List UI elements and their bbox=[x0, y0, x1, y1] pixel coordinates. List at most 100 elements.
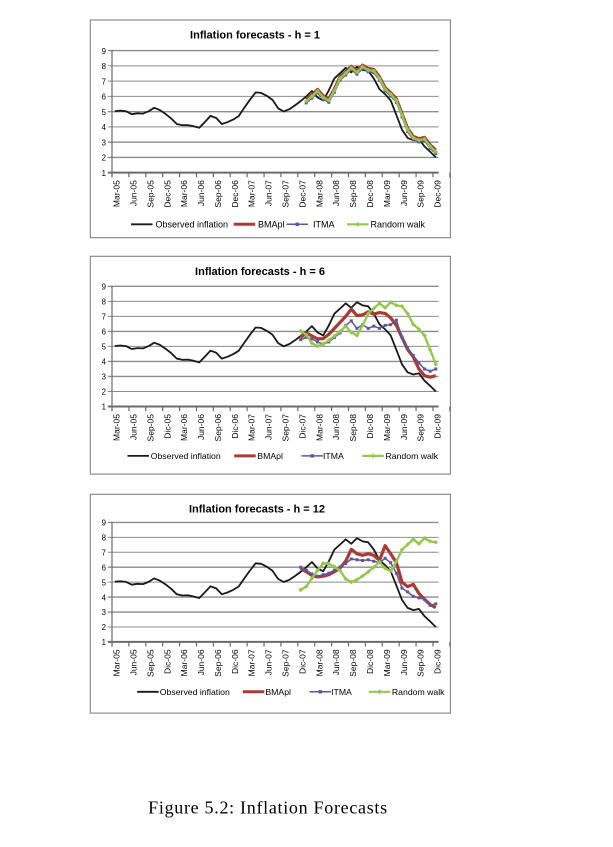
svg-text:Mar-09: Mar-09 bbox=[382, 180, 392, 207]
svg-text:Mar-06: Mar-06 bbox=[179, 414, 189, 441]
svg-text:Inflation forecasts - h = 12: Inflation forecasts - h = 12 bbox=[189, 504, 325, 516]
svg-text:2: 2 bbox=[102, 623, 106, 632]
svg-text:Dic-09: Dic-09 bbox=[433, 414, 443, 439]
svg-text:Observed inflation: Observed inflation bbox=[151, 451, 221, 461]
svg-text:Jun-09: Jun-09 bbox=[399, 649, 409, 675]
svg-text:BMApl: BMApl bbox=[257, 451, 283, 461]
svg-text:9: 9 bbox=[102, 47, 106, 56]
svg-text:Jun-06: Jun-06 bbox=[196, 180, 206, 206]
svg-text:Dic-08: Dic-08 bbox=[365, 649, 375, 674]
svg-text:Sep-08: Sep-08 bbox=[348, 180, 358, 208]
svg-text:Mar-06: Mar-06 bbox=[179, 649, 189, 676]
svg-text:Sep-08: Sep-08 bbox=[348, 649, 358, 677]
svg-text:Inflation forecasts - h = 1: Inflation forecasts - h = 1 bbox=[190, 30, 320, 42]
svg-text:Mar-05: Mar-05 bbox=[112, 649, 122, 676]
svg-text:2: 2 bbox=[102, 388, 106, 397]
svg-text:Jun-08: Jun-08 bbox=[331, 414, 341, 440]
svg-text:Inflation forecasts - h = 6: Inflation forecasts - h = 6 bbox=[195, 266, 325, 278]
svg-text:Dec-07: Dec-07 bbox=[297, 180, 307, 208]
svg-text:Figure 5.2: Inflation Forecast: Figure 5.2: Inflation Forecasts bbox=[148, 798, 388, 818]
svg-text:Mar-07: Mar-07 bbox=[247, 180, 257, 207]
svg-text:Mar-08: Mar-08 bbox=[314, 180, 324, 207]
svg-text:4: 4 bbox=[102, 123, 107, 132]
svg-text:8: 8 bbox=[102, 62, 106, 71]
svg-text:Jun-07: Jun-07 bbox=[264, 180, 274, 206]
svg-text:Mar-08: Mar-08 bbox=[314, 414, 324, 441]
svg-text:7: 7 bbox=[102, 548, 106, 557]
svg-text:Sep-05: Sep-05 bbox=[145, 649, 155, 677]
svg-text:Jun-05: Jun-05 bbox=[128, 649, 138, 675]
svg-text:Dic-06: Dic-06 bbox=[230, 414, 240, 439]
svg-text:Observed inflation: Observed inflation bbox=[160, 687, 230, 697]
svg-text:6: 6 bbox=[102, 328, 106, 337]
svg-text:ITMA: ITMA bbox=[313, 220, 335, 230]
svg-text:Sep-07: Sep-07 bbox=[281, 414, 291, 442]
svg-text:Jun-09: Jun-09 bbox=[399, 414, 409, 440]
svg-text:Sep-07: Sep-07 bbox=[281, 649, 291, 677]
svg-text:BMApl: BMApl bbox=[265, 687, 291, 697]
svg-text:BMApl: BMApl bbox=[258, 220, 285, 230]
svg-text:8: 8 bbox=[102, 298, 106, 307]
svg-text:Mar-09: Mar-09 bbox=[382, 649, 392, 676]
svg-text:4: 4 bbox=[102, 358, 107, 367]
svg-text:Mar-05: Mar-05 bbox=[112, 180, 122, 207]
svg-text:3: 3 bbox=[102, 373, 106, 382]
svg-text:Dic-06: Dic-06 bbox=[230, 649, 240, 674]
svg-text:Dec-05: Dec-05 bbox=[162, 180, 172, 208]
svg-text:Sep-09: Sep-09 bbox=[416, 180, 426, 208]
svg-text:Dic-07: Dic-07 bbox=[297, 649, 307, 674]
svg-text:Jun-08: Jun-08 bbox=[331, 649, 341, 675]
svg-text:Random walk: Random walk bbox=[386, 451, 439, 461]
svg-text:Mar-07: Mar-07 bbox=[247, 414, 257, 441]
svg-text:Dic-08: Dic-08 bbox=[365, 414, 375, 439]
svg-text:Sep-05: Sep-05 bbox=[145, 180, 155, 208]
svg-text:Sep-09: Sep-09 bbox=[416, 414, 426, 442]
svg-text:7: 7 bbox=[102, 313, 106, 322]
svg-text:2: 2 bbox=[102, 154, 106, 163]
svg-text:3: 3 bbox=[102, 138, 106, 147]
svg-text:4: 4 bbox=[102, 593, 107, 602]
svg-text:6: 6 bbox=[102, 93, 106, 102]
svg-text:5: 5 bbox=[102, 108, 107, 117]
svg-text:1: 1 bbox=[102, 638, 106, 647]
svg-text:Jun-08: Jun-08 bbox=[331, 180, 341, 206]
svg-text:5: 5 bbox=[102, 343, 107, 352]
svg-text:Jun-07: Jun-07 bbox=[264, 414, 274, 440]
svg-text:ITMA: ITMA bbox=[323, 451, 344, 461]
svg-text:Mar-05: Mar-05 bbox=[112, 414, 122, 441]
svg-text:Sep-07: Sep-07 bbox=[281, 180, 291, 208]
svg-text:1: 1 bbox=[102, 169, 106, 178]
svg-text:Mar-09: Mar-09 bbox=[382, 414, 392, 441]
svg-text:Mar-06: Mar-06 bbox=[179, 180, 189, 207]
svg-text:5: 5 bbox=[102, 578, 107, 587]
svg-text:Dic-05: Dic-05 bbox=[162, 649, 172, 674]
svg-text:Jun-05: Jun-05 bbox=[128, 414, 138, 440]
svg-text:Jun-07: Jun-07 bbox=[264, 649, 274, 675]
svg-text:Sep-06: Sep-06 bbox=[213, 414, 223, 442]
svg-text:Observed inflation: Observed inflation bbox=[156, 220, 229, 230]
svg-text:Sep-06: Sep-06 bbox=[213, 180, 223, 208]
svg-text:Dec-06: Dec-06 bbox=[230, 180, 240, 208]
svg-text:Random walk: Random walk bbox=[392, 687, 445, 697]
svg-text:1: 1 bbox=[102, 403, 106, 412]
svg-text:Dic-05: Dic-05 bbox=[162, 414, 172, 439]
svg-text:Sep-05: Sep-05 bbox=[145, 414, 155, 442]
svg-text:8: 8 bbox=[102, 534, 106, 543]
svg-text:Sep-09: Sep-09 bbox=[416, 649, 426, 677]
svg-text:Jun-05: Jun-05 bbox=[128, 180, 138, 206]
svg-text:Mar-07: Mar-07 bbox=[247, 649, 257, 676]
svg-text:3: 3 bbox=[102, 608, 106, 617]
svg-text:Dec-08: Dec-08 bbox=[365, 180, 375, 208]
svg-text:Mar-08: Mar-08 bbox=[314, 649, 324, 676]
svg-text:Jun-06: Jun-06 bbox=[196, 649, 206, 675]
svg-text:Jun-09: Jun-09 bbox=[399, 180, 409, 206]
svg-text:Jun-06: Jun-06 bbox=[196, 414, 206, 440]
svg-text:Random walk: Random walk bbox=[371, 220, 426, 230]
svg-text:Dec-09: Dec-09 bbox=[433, 180, 443, 208]
svg-text:6: 6 bbox=[102, 563, 106, 572]
svg-text:9: 9 bbox=[102, 519, 106, 528]
svg-text:Dic-09: Dic-09 bbox=[433, 649, 443, 674]
svg-text:9: 9 bbox=[102, 283, 106, 292]
svg-text:Sep-08: Sep-08 bbox=[348, 414, 358, 442]
svg-text:Dic-07: Dic-07 bbox=[297, 414, 307, 439]
